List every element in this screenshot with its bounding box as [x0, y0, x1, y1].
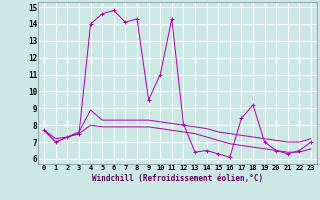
X-axis label: Windchill (Refroidissement éolien,°C): Windchill (Refroidissement éolien,°C) — [92, 174, 263, 183]
